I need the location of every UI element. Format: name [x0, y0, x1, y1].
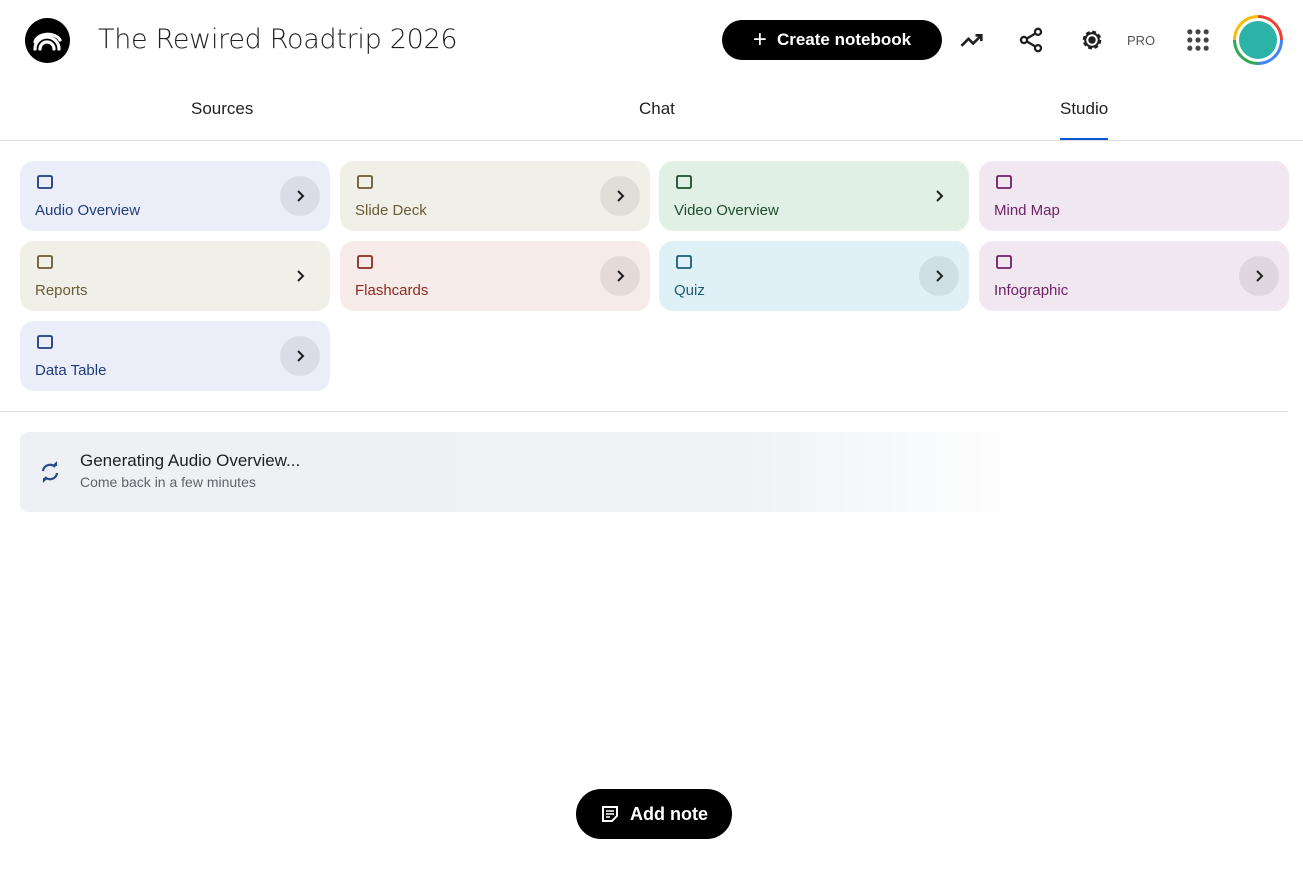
chevron-right-icon — [617, 270, 625, 282]
divider — [0, 411, 1288, 412]
sync-icon — [41, 461, 59, 483]
studio-card-label: Mind Map — [994, 202, 1060, 219]
chevron-right-icon — [297, 270, 305, 282]
analytics-trending-icon[interactable] — [958, 26, 986, 54]
audio-waveform-icon — [37, 175, 53, 189]
studio-card-label: Audio Overview — [35, 202, 141, 219]
studio-card-label: Reports — [35, 282, 88, 299]
chevron-right-icon — [936, 270, 944, 282]
studio-card-video-overview[interactable]: Video Overview — [659, 161, 969, 231]
note-icon — [602, 806, 618, 822]
settings-gear-icon[interactable] — [1078, 26, 1106, 54]
chevron-right-icon — [297, 350, 305, 362]
tab-sources[interactable]: Sources — [191, 99, 254, 118]
notebook-title[interactable]: The Rewired Roadtrip 2026 — [98, 24, 458, 55]
quiz-icon — [676, 255, 692, 269]
mind-map-icon — [996, 175, 1012, 189]
open-arrow-button[interactable] — [600, 256, 640, 296]
studio-card-label: Data Table — [35, 362, 107, 379]
app-header: The Rewired Roadtrip 2026 + Create noteb… — [0, 0, 1303, 80]
open-arrow-button[interactable] — [600, 176, 640, 216]
chevron-right-icon — [936, 190, 944, 202]
studio-card-flashcards[interactable]: Flashcards — [340, 241, 650, 311]
data-table-icon — [37, 335, 53, 349]
add-note-button[interactable]: Add note — [576, 789, 732, 839]
open-arrow-button[interactable] — [280, 176, 320, 216]
create-notebook-button[interactable]: + Create notebook — [722, 20, 942, 60]
notebooklm-logo[interactable] — [25, 18, 70, 63]
open-arrow-button[interactable] — [1239, 256, 1279, 296]
studio-card-label: Quiz — [674, 282, 705, 299]
share-icon[interactable] — [1017, 26, 1045, 54]
studio-card-infographic[interactable]: Infographic — [979, 241, 1289, 311]
video-icon — [676, 175, 692, 189]
flashcards-icon — [357, 255, 373, 269]
studio-card-audio-overview[interactable]: Audio Overview — [20, 161, 330, 231]
chevron-right-icon — [1256, 270, 1264, 282]
user-avatar[interactable] — [1233, 15, 1283, 65]
pro-badge: PRO — [1127, 33, 1156, 48]
infographic-icon — [996, 255, 1012, 269]
studio-card-quiz[interactable]: Quiz — [659, 241, 969, 311]
tab-bar: Sources Chat Studio — [0, 80, 1303, 141]
open-arrow-button[interactable] — [919, 176, 959, 216]
studio-card-reports[interactable]: Reports — [20, 241, 330, 311]
generating-title: Generating Audio Overview... — [80, 451, 301, 470]
studio-card-label: Infographic — [994, 282, 1069, 299]
plus-icon: + — [752, 26, 767, 53]
chevron-right-icon — [297, 190, 305, 202]
tab-chat[interactable]: Chat — [639, 99, 675, 118]
studio-card-slide-deck[interactable]: Slide Deck — [340, 161, 650, 231]
apps-grid-icon[interactable] — [1184, 26, 1212, 54]
slides-icon — [357, 175, 373, 189]
generating-subtitle: Come back in a few minutes — [80, 474, 256, 490]
tab-studio[interactable]: Studio — [1060, 99, 1109, 140]
studio-card-label: Flashcards — [355, 282, 429, 299]
chevron-right-icon — [617, 190, 625, 202]
generating-status-item: Generating Audio Overview... Come back i… — [20, 432, 1288, 512]
open-arrow-button[interactable] — [919, 256, 959, 296]
studio-card-data-table[interactable]: Data Table — [20, 321, 330, 391]
studio-card-label: Video Overview — [674, 202, 779, 219]
studio-card-label: Slide Deck — [355, 202, 427, 219]
studio-card-mind-map[interactable]: Mind Map — [979, 161, 1289, 231]
reports-icon — [37, 255, 53, 269]
open-arrow-button[interactable] — [280, 336, 320, 376]
open-arrow-button[interactable] — [280, 256, 320, 296]
